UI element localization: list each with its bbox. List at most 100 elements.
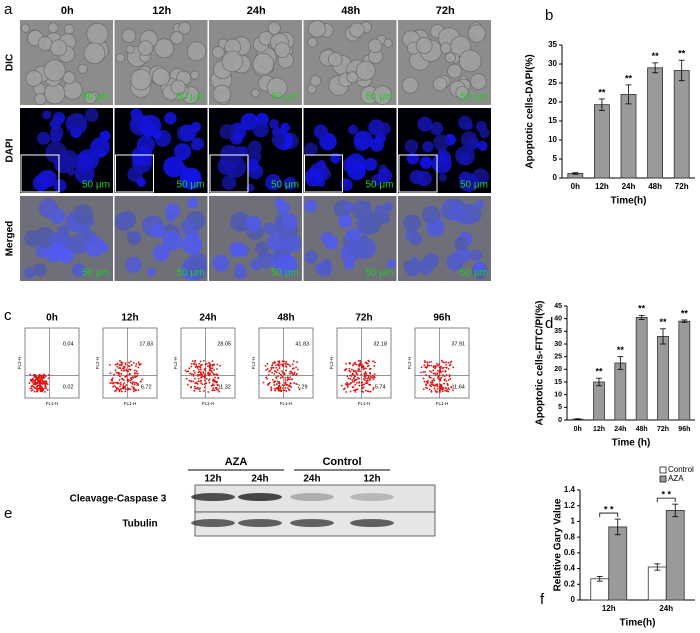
event-dot (45, 381, 47, 383)
cell (386, 259, 396, 269)
x-tick-label: 12h (593, 426, 605, 433)
event-dot (123, 365, 125, 368)
cell (72, 204, 94, 225)
event-dot (119, 367, 121, 369)
cell (327, 52, 343, 67)
event-dot (443, 382, 446, 385)
event-dot (344, 383, 347, 385)
event-dot (199, 380, 202, 383)
event-dot (274, 361, 277, 364)
flow-axis-label: FL2-H (329, 357, 334, 370)
event-dot (112, 382, 114, 385)
event-dot (196, 386, 199, 389)
flow-title: 0h (46, 313, 58, 324)
event-dot (272, 362, 274, 365)
bar (647, 67, 663, 179)
event-dot (207, 391, 210, 393)
event-dot (213, 389, 216, 392)
event-dot (432, 384, 435, 387)
event-dot (340, 384, 343, 387)
event-dot (40, 377, 43, 380)
significance: ** (598, 87, 606, 97)
significance: ** (625, 73, 633, 83)
event-dot (40, 387, 43, 389)
event-dot (36, 382, 39, 384)
event-dot (38, 384, 40, 387)
event-dot (436, 383, 439, 386)
event-dot (448, 388, 450, 391)
event-dot (343, 387, 346, 390)
event-dot (437, 377, 439, 379)
event-dot (119, 385, 121, 388)
event-dot (208, 374, 211, 377)
cell (276, 201, 291, 215)
event-dot (429, 370, 431, 372)
event-dot (291, 367, 294, 370)
row-label: Tubulin (122, 519, 157, 530)
cell (228, 241, 245, 258)
cell (417, 116, 433, 132)
event-dot (352, 374, 355, 376)
event-dot (273, 381, 275, 384)
event-dot (441, 360, 444, 363)
event-dot (133, 383, 136, 386)
event-dot (274, 380, 277, 383)
event-dot (199, 366, 202, 369)
event-dot (354, 361, 357, 364)
event-dot (430, 360, 433, 363)
event-dot (270, 368, 273, 371)
cell (351, 200, 372, 221)
event-dot (369, 383, 372, 386)
y-tick-label: 0.6 (564, 548, 576, 557)
event-dot (437, 375, 440, 378)
event-dot (188, 379, 191, 382)
significance: ** (678, 49, 686, 59)
event-dot (38, 379, 41, 382)
cell (71, 262, 86, 277)
event-dot (296, 368, 299, 371)
event-dot (346, 375, 349, 378)
event-dot (116, 387, 119, 389)
cell (479, 127, 490, 139)
event-dot (363, 383, 365, 386)
event-dot (445, 373, 448, 376)
inset-frame (115, 154, 154, 193)
event-dot (354, 375, 356, 377)
cell (263, 222, 276, 235)
event-dot (298, 388, 301, 391)
event-dot (195, 363, 197, 366)
cell (67, 234, 88, 255)
cell (467, 24, 486, 43)
event-dot (129, 368, 132, 371)
event-dot (285, 366, 288, 368)
event-dot (46, 383, 49, 386)
event-dot (262, 381, 265, 384)
event-dot (289, 376, 291, 379)
event-dot (361, 364, 363, 366)
event-dot (356, 388, 359, 390)
cell (338, 214, 353, 229)
panel-label: e (4, 505, 12, 522)
event-dot (141, 378, 143, 381)
event-dot (363, 367, 366, 369)
event-dot (189, 372, 192, 375)
cell (179, 124, 197, 142)
cell (355, 60, 376, 81)
scale-bar-label: 50 μm (271, 180, 299, 191)
event-dot (269, 369, 272, 372)
event-dot (270, 386, 273, 389)
cell (349, 239, 369, 259)
event-dot (444, 370, 447, 372)
cell (458, 49, 482, 73)
event-dot (200, 382, 202, 384)
significance: ** (652, 51, 660, 61)
event-dot (34, 381, 37, 384)
cell (250, 88, 260, 98)
event-dot (34, 383, 37, 386)
event-dot (296, 361, 299, 364)
cell (43, 59, 66, 82)
cell (221, 175, 237, 190)
cell (219, 124, 235, 140)
event-dot (424, 366, 427, 368)
